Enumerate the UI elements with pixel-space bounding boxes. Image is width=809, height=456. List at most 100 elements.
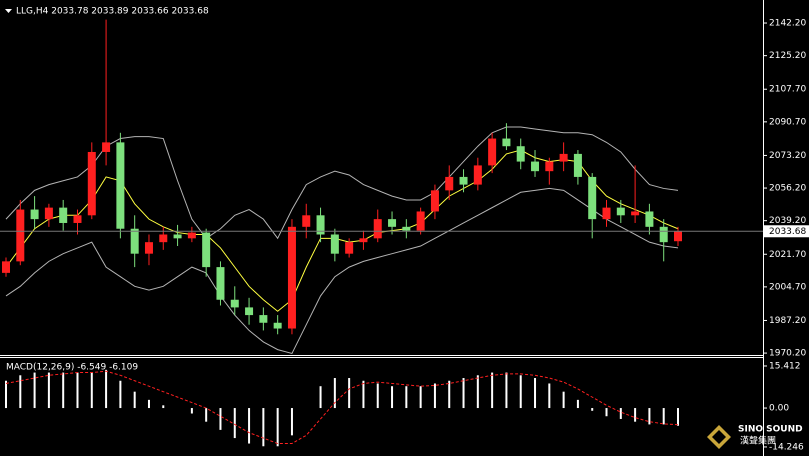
y-tick-label: 1970.20: [769, 349, 806, 359]
macd-bar: [433, 383, 436, 409]
candle-body: [545, 161, 554, 172]
macd-bar: [248, 408, 251, 444]
candle-body: [287, 226, 296, 329]
candle-body: [216, 267, 225, 300]
macd-bar: [205, 408, 208, 422]
indicator-line: [5, 187, 679, 355]
logo-brand: SINO SOUND: [738, 425, 803, 435]
macd-bar: [333, 378, 336, 409]
macd-bar: [662, 408, 665, 425]
macd-bar: [605, 408, 608, 417]
candle-body: [416, 211, 425, 231]
macd-bar: [677, 408, 679, 426]
macd-bar: [391, 386, 394, 409]
macd-bar: [33, 372, 36, 409]
macd-bar: [162, 405, 165, 409]
macd-bar: [448, 380, 451, 409]
macd-bar: [348, 378, 351, 409]
candle-body: [402, 226, 411, 231]
candle-body: [202, 232, 211, 268]
macd-bar: [219, 408, 222, 430]
macd-bar: [519, 375, 522, 409]
candle-body: [602, 207, 611, 220]
candle-body: [130, 228, 139, 254]
candle-body: [359, 238, 368, 243]
y-tick-label: 0.00: [769, 404, 789, 414]
candle-body: [674, 231, 682, 242]
candle-body: [316, 215, 325, 235]
candle-body: [44, 207, 53, 220]
macd-bar: [190, 408, 193, 414]
macd-bar: [262, 408, 265, 447]
macd-bar: [290, 408, 293, 436]
macd-bar: [491, 372, 494, 409]
signal-line: [5, 370, 679, 445]
candle-body: [187, 232, 196, 239]
macd-bar: [76, 372, 79, 409]
candle-body: [502, 138, 511, 147]
y-tick-label: 2021.70: [769, 250, 806, 260]
chart-title: LLG,H4 2033.78 2033.89 2033.66 2033.68: [16, 7, 209, 17]
candle-body: [59, 207, 68, 223]
macd-bar: [476, 375, 479, 409]
candle-body: [473, 165, 482, 185]
candle-body: [173, 234, 182, 239]
macd-bar: [505, 372, 508, 409]
candle-body: [516, 146, 525, 162]
candle-body: [488, 138, 497, 166]
candle-body: [645, 211, 654, 227]
macd-bar: [619, 408, 622, 419]
candle-body: [531, 161, 540, 172]
candle-body: [230, 299, 239, 308]
logo: SINO SOUND 漢聲集團: [707, 425, 803, 449]
macd-bar: [534, 378, 537, 409]
menu-arrow[interactable]: [5, 9, 12, 13]
candle-body: [345, 242, 354, 254]
macd-bar: [648, 408, 651, 425]
macd-bar: [119, 380, 122, 409]
candle-body: [245, 307, 254, 316]
candle-body: [87, 151, 96, 216]
candle-body: [588, 176, 597, 220]
candle-body: [559, 153, 568, 162]
candle-body: [259, 315, 268, 323]
macd-bar: [5, 380, 7, 409]
current-price: 2033.68: [769, 227, 806, 237]
macd-bar: [562, 391, 565, 409]
macd-bar: [576, 399, 579, 409]
macd-bar: [319, 386, 322, 409]
candle-body: [159, 234, 168, 243]
candle-body: [2, 261, 10, 273]
y-tick-label: 15.412: [769, 361, 801, 371]
candle-body: [430, 190, 439, 212]
macd-bar: [133, 391, 136, 409]
macd-bar: [548, 383, 551, 409]
price-label-bg: [764, 225, 809, 238]
y-tick-label: 2056.20: [769, 184, 806, 194]
y-tick-label: 2090.70: [769, 117, 806, 127]
candle-body: [273, 322, 282, 329]
macd-bar: [376, 383, 379, 409]
candle-body: [144, 242, 153, 254]
macd-bar: [405, 386, 408, 409]
candle-body: [445, 176, 454, 191]
logo-chinese: 漢聲集團: [740, 435, 776, 447]
candle-body: [302, 215, 311, 227]
macd-bar: [634, 408, 637, 422]
candle-body: [388, 219, 397, 227]
candle-body: [16, 209, 25, 262]
candle-body: [659, 226, 668, 243]
macd-bar: [105, 369, 108, 409]
candle-body: [116, 142, 125, 229]
candle-body: [616, 207, 625, 216]
candle-body: [631, 211, 640, 216]
macd-title: MACD(12,26,9) -6.549 -6.109: [6, 363, 138, 373]
indicator-line: [5, 126, 679, 240]
y-tick-label: -14.246: [769, 442, 804, 452]
y-tick-label: 2125.20: [769, 51, 806, 61]
macd-bar: [90, 372, 93, 409]
candle-body: [573, 153, 582, 177]
logo-icon: [712, 430, 726, 444]
macd-bar: [62, 372, 65, 409]
